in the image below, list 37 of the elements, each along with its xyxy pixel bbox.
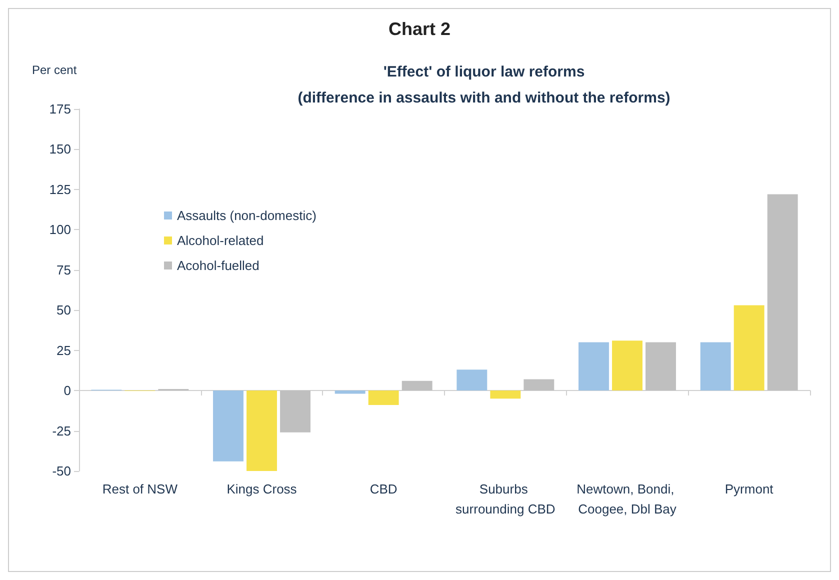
chart-title: Chart 2	[388, 19, 451, 39]
y-axis-title: Per cent	[32, 63, 78, 77]
bar	[767, 194, 798, 391]
bar	[700, 342, 731, 391]
bar	[213, 390, 244, 462]
legend-label: Assaults (non-domestic)	[177, 208, 316, 223]
bar	[612, 340, 642, 391]
y-tick-label: 25	[56, 342, 71, 358]
x-tick-label: Pyrmont	[724, 482, 774, 496]
x-tick-label: CBD	[370, 482, 398, 496]
bar	[646, 342, 676, 391]
y-tick-label: 125	[49, 182, 71, 197]
y-tick-label: 50	[56, 302, 71, 318]
y-tick-label: 75	[56, 262, 71, 278]
y-tick-label: -50	[52, 464, 71, 478]
y-tick-label: 0	[64, 383, 71, 398]
x-tick-label: Suburbs surrounding CBD	[456, 482, 556, 516]
chart-subtitle: 'Effect' of liquor law reforms (difference in assaults with and without the reforms)	[298, 64, 670, 106]
y-tick-label: 150	[49, 142, 71, 157]
y-tick-label: 175	[49, 102, 71, 116]
legend-label: Acohol-fuelled	[177, 258, 260, 273]
y-tick-label: 100	[49, 222, 71, 238]
bar	[734, 305, 764, 391]
bar	[578, 342, 609, 391]
bar	[246, 390, 277, 471]
bar	[334, 390, 366, 394]
x-tick-label: Rest of NSW	[102, 482, 178, 496]
legend-label: Alcohol-related	[177, 233, 264, 248]
x-tick-label: Newtown, Bondi, Coogee, Dbl Bay	[576, 482, 678, 516]
x-tick-label: Kings Cross	[226, 482, 298, 496]
bar	[456, 370, 488, 391]
bar	[280, 390, 310, 432]
bar	[402, 380, 432, 391]
bar	[368, 390, 399, 406]
y-tick-label: -25	[52, 423, 71, 438]
bar	[524, 379, 554, 391]
bar	[490, 390, 521, 399]
